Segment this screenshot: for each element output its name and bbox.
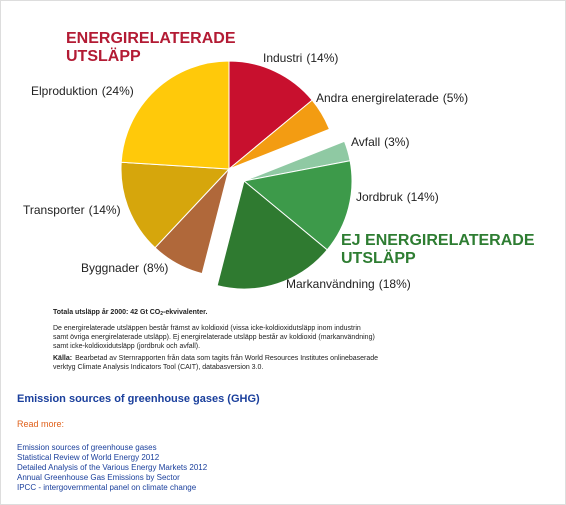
link[interactable]: Detailed Analysis of the Various Energy … xyxy=(17,463,208,472)
caption-line: De energirelaterade utsläppen består frä… xyxy=(53,324,361,332)
category-label: Industri xyxy=(263,51,302,65)
chart: Totala utsläpp år 2000: 42 Gt CO2-ekviva… xyxy=(23,30,535,371)
slice-label: Andra energirelaterade (5%) xyxy=(316,91,468,105)
slice-label: Industri (14%) xyxy=(263,51,338,65)
value-label: (14%) xyxy=(89,203,121,217)
pie-slice xyxy=(120,161,231,249)
caption-part: -ekvivalenter. xyxy=(163,309,207,316)
category-label: Jordbruk xyxy=(356,190,404,204)
pie-slice xyxy=(228,99,331,170)
source-text: Bearbetad av Sternrapporten från data so… xyxy=(75,354,378,362)
group-label: ENERGIRELATERADE xyxy=(66,30,236,47)
source-line: Källa: Bearbetad av Sternrapporten från d… xyxy=(53,354,378,362)
section: Emission sources of greenhouse gases (GH… xyxy=(17,393,547,493)
caption-line: samt övriga energirelaterade utsläpp). E… xyxy=(53,333,375,341)
category-label: Andra energirelaterade xyxy=(316,91,439,105)
caption-title: Totala utsläpp år 2000: 42 Gt CO2-ekviva… xyxy=(53,308,207,317)
value-label: (14%) xyxy=(306,51,338,65)
slice-label: Avfall (3%) xyxy=(351,135,409,149)
pie-slice xyxy=(242,160,353,251)
value-label: (24%) xyxy=(102,84,134,98)
slice-label: Elproduktion (24%) xyxy=(31,84,134,98)
value-label: (8%) xyxy=(143,261,168,275)
category-label: Transporter xyxy=(23,203,85,217)
slice-label: Transporter (14%) xyxy=(23,203,121,217)
caption-line: samt icke-koldioxidutsläpp (jordbruk och… xyxy=(53,343,200,350)
source-label: Källa: xyxy=(53,355,72,362)
link[interactable]: Emission sources of greenhouse gases xyxy=(17,443,157,452)
read-more: Read more: xyxy=(17,419,65,429)
link[interactable]: Statistical Review of World Energy 2012 xyxy=(17,453,160,462)
category-label: Elproduktion xyxy=(31,84,98,98)
category-label: Byggnader xyxy=(81,261,139,275)
pie-slice xyxy=(228,60,313,171)
link[interactable]: IPCC - intergovernmental panel on climat… xyxy=(17,483,197,492)
value-label: (5%) xyxy=(443,91,468,105)
link[interactable]: Annual Greenhouse Gas Emissions by Secto… xyxy=(17,473,180,482)
group-label: EJ ENERGIRELATERADE xyxy=(341,232,535,249)
caption-sub: 2 xyxy=(160,311,163,317)
group-label: UTSLÄPP xyxy=(66,47,141,65)
source-line: verktyg Climate Analysis Indicators Tool… xyxy=(53,364,263,371)
slice-label: Markanvändning (18%) xyxy=(286,277,411,291)
value-label: (18%) xyxy=(379,277,411,291)
link-list: Emission sources of greenhouse gases Stat… xyxy=(17,443,547,493)
pie-slice xyxy=(216,180,328,290)
value-label: (3%) xyxy=(384,135,409,149)
category-label: Markanvändning xyxy=(286,277,375,291)
caption-part: Totala utsläpp år 2000: 42 Gt CO xyxy=(53,308,161,316)
value-label: (14%) xyxy=(407,190,439,204)
source-text: verktyg Climate Analysis Indicators Tool… xyxy=(53,364,263,371)
group-label: UTSLÄPP xyxy=(341,249,416,267)
slice-label: Byggnader (8%) xyxy=(81,261,168,275)
section-title: Emission sources of greenhouse gases (GH… xyxy=(17,393,260,405)
category-label: Avfall xyxy=(351,135,380,149)
pie-slice xyxy=(120,60,230,170)
slice-label: Jordbruk (14%) xyxy=(356,190,439,204)
